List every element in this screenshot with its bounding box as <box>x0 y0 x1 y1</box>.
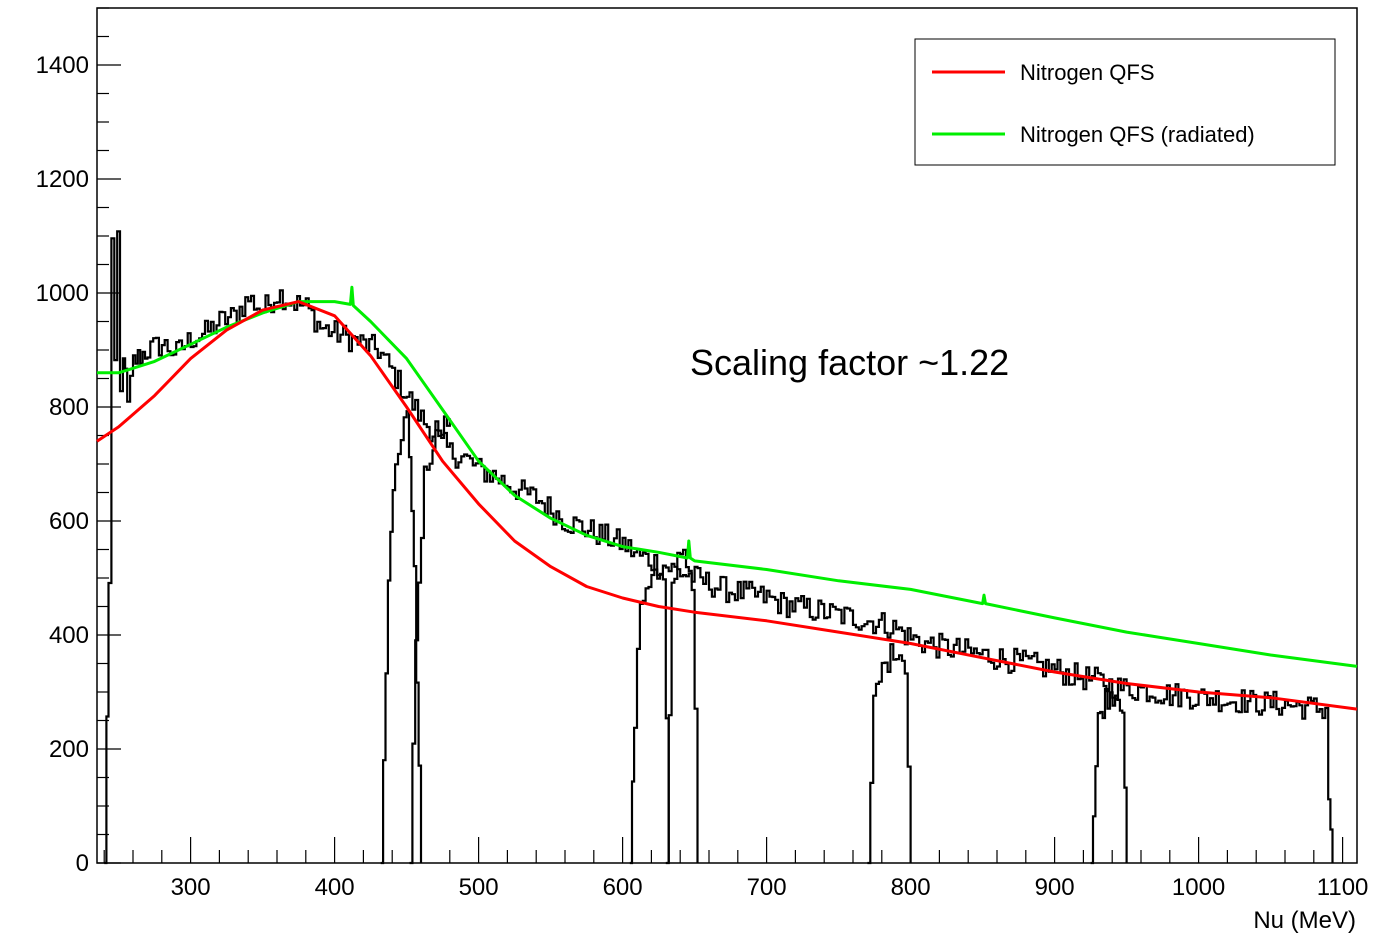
legend-box <box>914 38 1336 166</box>
y-tick-label: 1000 <box>36 280 89 307</box>
legend: Nitrogen QFS Nitrogen QFS (radiated) <box>914 38 1336 166</box>
x-axis-title: Nu (MeV) <box>1253 907 1356 934</box>
x-tick-label: 900 <box>1035 874 1075 901</box>
y-tick-label: 1200 <box>36 166 89 193</box>
x-tick-label: 600 <box>603 874 643 901</box>
series-line <box>96 300 1358 711</box>
data-trace <box>665 548 699 865</box>
annotation-text: Scaling factor ~1.22 <box>690 342 1009 383</box>
y-axis-ticks: 0 200 400 600 800 1000 1200 1400 <box>36 7 121 877</box>
legend-label-nitrogen-qfs: Nitrogen QFS <box>1020 60 1155 85</box>
y-tick-label: 400 <box>49 622 89 649</box>
x-tick-label: 1100 <box>1317 874 1369 901</box>
x-tick-label: 800 <box>891 874 931 901</box>
fit-curves <box>96 285 1358 711</box>
y-tick-label: 1400 <box>36 52 89 79</box>
y-tick-label: 600 <box>49 508 89 535</box>
x-tick-label: 500 <box>459 874 499 901</box>
x-tick-label: 400 <box>315 874 355 901</box>
data-trace <box>629 568 670 865</box>
x-tick-label: 300 <box>171 874 211 901</box>
y-tick-label: 800 <box>49 394 89 421</box>
x-tick-label: 700 <box>747 874 787 901</box>
legend-label-nitrogen-qfs-radiated: Nitrogen QFS (radiated) <box>1020 122 1255 147</box>
data-trace <box>380 410 423 865</box>
data-trace <box>409 415 451 865</box>
x-axis-ticks: 300 400 500 600 700 800 900 1000 1100 <box>103 837 1369 901</box>
y-tick-label: 200 <box>49 736 89 763</box>
x-tick-label: 1000 <box>1172 874 1225 901</box>
data-trace <box>1090 687 1128 865</box>
y-tick-label: 0 <box>76 850 89 877</box>
data-trace <box>867 643 912 865</box>
